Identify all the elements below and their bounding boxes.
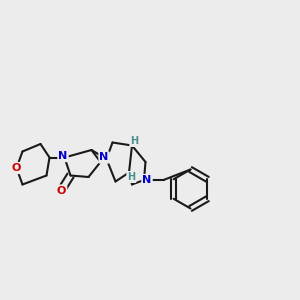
Text: H: H xyxy=(130,136,139,146)
Text: N: N xyxy=(58,151,68,161)
Text: O: O xyxy=(12,163,21,173)
Text: N: N xyxy=(100,152,109,163)
Text: O: O xyxy=(57,185,66,196)
Text: N: N xyxy=(142,175,152,185)
Text: H: H xyxy=(127,172,136,182)
